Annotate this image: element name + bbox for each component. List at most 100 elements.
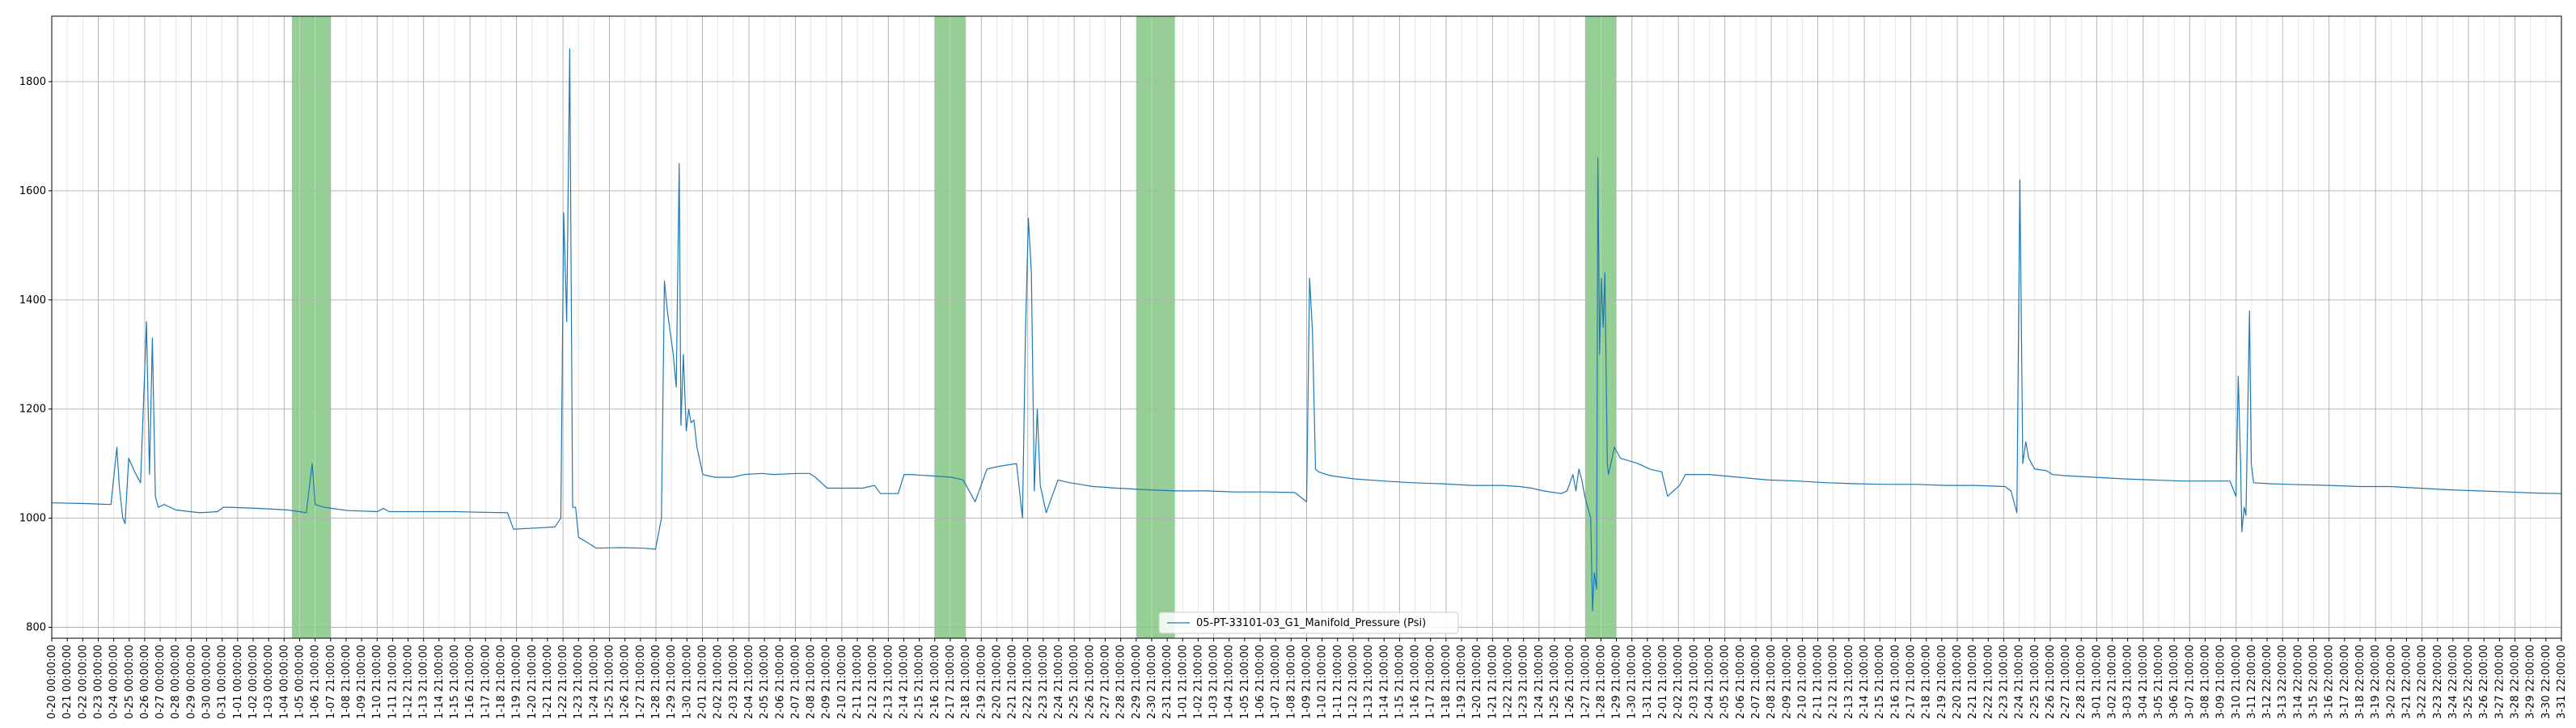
x-tick-label: 1-19 21:00:00: [511, 645, 523, 719]
x-tick-label: 3-22 22:00:00: [2417, 645, 2429, 719]
x-tick-label: 1-14 21:00:00: [434, 645, 446, 719]
x-tick-label: 0-26 00:00:00: [139, 645, 151, 719]
x-tick-label: 1-28 21:00:00: [650, 645, 662, 719]
x-tick-label: 3-03 21:00:00: [2122, 645, 2134, 719]
x-tick-label: 1-10 21:00:00: [371, 645, 383, 719]
x-tick-label: 2-07 21:00:00: [1750, 645, 1762, 719]
x-tick-label: 3-13 22:00:00: [2277, 645, 2289, 719]
x-tick-label: 1-03 00:00:00: [263, 645, 275, 719]
x-tick-label: 1-25 21:00:00: [604, 645, 616, 719]
x-tick-label: 2-12 21:00:00: [1828, 645, 1840, 719]
x-tick-label: 2-26 21:00:00: [2045, 645, 2057, 719]
x-tick-label: 2-09 21:00:00: [1781, 645, 1793, 719]
x-tick-label: 1-11 21:00:00: [1332, 645, 1344, 719]
x-tick-label: 1-03 21:00:00: [1208, 645, 1220, 719]
x-tick-label: 1-20 21:00:00: [1471, 645, 1483, 719]
x-tick-label: 2-09 21:00:00: [821, 645, 833, 719]
x-tick-label: 3-16 22:00:00: [2324, 645, 2336, 719]
x-tick-label: 2-14 21:00:00: [898, 645, 910, 719]
x-tick-label: 3-11 22:00:00: [2246, 645, 2258, 719]
legend-label: 05-PT-33101-03_G1_Manifold_Pressure (Psi…: [1196, 617, 1426, 629]
x-tick-label: 3-25 22:00:00: [2463, 645, 2475, 719]
x-tick-label: 0-22 00:00:00: [77, 645, 89, 719]
x-tick-label: 2-06 21:00:00: [774, 645, 786, 719]
x-tick-label: 1-30 21:00:00: [1626, 645, 1639, 719]
x-tick-label: 1-08 21:00:00: [1285, 645, 1297, 719]
x-tick-label: 2-05 21:00:00: [759, 645, 771, 719]
y-tick-label: 800: [26, 622, 46, 634]
x-tick-label: 1-29 21:00:00: [666, 645, 678, 719]
x-tick-label: 2-18 21:00:00: [1921, 645, 1933, 719]
x-tick-label: 1-14 21:00:00: [1378, 645, 1390, 719]
y-tick-label: 1800: [19, 76, 46, 88]
x-tick-label: 0-23 00:00:00: [92, 645, 104, 719]
x-tick-label: 2-08 21:00:00: [806, 645, 818, 719]
x-tick-label: 1-18 21:00:00: [495, 645, 507, 719]
x-tick-label: 0-25 00:00:00: [124, 645, 136, 719]
x-tick-label: 2-17 21:00:00: [945, 645, 957, 719]
x-tick-label: 0-24 00:00:00: [108, 645, 121, 719]
shaded-span: [291, 16, 331, 638]
x-tick-label: 1-16 21:00:00: [464, 645, 476, 719]
x-tick-label: 1-11 21:00:00: [387, 645, 399, 719]
x-tick-label: 2-31 21:00:00: [1161, 645, 1174, 719]
x-tick-label: 3-27 22:00:00: [2494, 645, 2506, 719]
y-tick-label: 1400: [19, 294, 46, 307]
x-tick-label: 3-12 22:00:00: [2261, 645, 2274, 719]
x-tick-label: 1-19 21:00:00: [1456, 645, 1468, 719]
x-tick-label: 1-09 21:00:00: [356, 645, 368, 719]
x-tick-label: 2-28 21:00:00: [2075, 645, 2087, 719]
series-line: [51, 48, 2562, 612]
x-tick-label: 1-13 21:00:00: [418, 645, 430, 719]
x-tick-label: 3-07 21:00:00: [2184, 645, 2196, 719]
x-tick-label: 3-10 21:00:00: [2231, 645, 2243, 719]
x-tick-label: 2-11 21:00:00: [852, 645, 864, 719]
x-tick-label: 2-04 21:00:00: [743, 645, 755, 719]
x-tick-label: 2-19 21:00:00: [1936, 645, 1948, 719]
x-tick-label: 2-27 21:00:00: [2060, 645, 2072, 719]
x-tick-label: 2-15 21:00:00: [1874, 645, 1886, 719]
y-tick-label: 1200: [19, 404, 46, 416]
x-tick-label: 2-11 21:00:00: [1813, 645, 1825, 719]
x-tick-label: 1-23 21:00:00: [573, 645, 585, 719]
x-tick-label: 2-24 21:00:00: [1053, 645, 1065, 719]
x-tick-label: 3-18 22:00:00: [2354, 645, 2367, 719]
x-tick-label: 2-05 21:00:00: [1719, 645, 1732, 719]
x-tick-label: 3-24 22:00:00: [2447, 645, 2460, 719]
legend: 05-PT-33101-03_G1_Manifold_Pressure (Psi…: [1158, 612, 1459, 634]
x-tick-label: 1-23 21:00:00: [1518, 645, 1530, 719]
x-tick-label: 1-21 21:00:00: [542, 645, 554, 719]
x-tick-label: 3-14 22:00:00: [2292, 645, 2304, 719]
x-tick-label: 2-03 21:00:00: [728, 645, 740, 719]
x-tick-label: 1-04 21:00:00: [1224, 645, 1236, 719]
x-tick-label: 1-06 21:00:00: [310, 645, 322, 719]
x-tick-label: 2-25 21:00:00: [1068, 645, 1081, 719]
x-tick-label: 1-08 21:00:00: [341, 645, 353, 719]
x-tick-label: 1-02 00:00:00: [247, 645, 260, 719]
x-tick-label: 0-20 00:00:00: [46, 645, 58, 719]
x-tick-label: 2-17 21:00:00: [1906, 645, 1918, 719]
x-tick-label: 2-10 21:00:00: [1796, 645, 1808, 719]
x-tick-label: 1-16 21:00:00: [1410, 645, 1422, 719]
x-tick-label: 2-06 21:00:00: [1735, 645, 1747, 719]
x-tick-label: 1-09 21:00:00: [1301, 645, 1313, 719]
x-tick-label: 3-15 22:00:00: [2308, 645, 2320, 719]
x-tick-label: 3-29 22:00:00: [2525, 645, 2537, 719]
x-tick-label: 2-10 21:00:00: [836, 645, 848, 719]
x-tick-label: 2-16 21:00:00: [929, 645, 941, 719]
x-tick-label: 2-04 21:00:00: [1704, 645, 1716, 719]
x-tick-label: 1-27 21:00:00: [1580, 645, 1592, 719]
x-tick-label: 1-13 21:00:00: [1363, 645, 1375, 719]
x-tick-label: 3-17 22:00:00: [2339, 645, 2351, 719]
x-tick-label: 1-20 21:00:00: [527, 645, 539, 719]
y-tick-label: 1000: [19, 513, 46, 525]
x-tick-label: 2-01 21:00:00: [1657, 645, 1669, 719]
x-tick-label: 2-24 21:00:00: [2014, 645, 2026, 719]
x-tick-label: 2-12 21:00:00: [867, 645, 879, 719]
x-tick-label: 0-27 00:00:00: [154, 645, 167, 719]
x-tick-label: 2-02 21:00:00: [1673, 645, 1685, 719]
x-tick-label: 1-22 21:00:00: [557, 645, 569, 719]
x-tick-label: 1-10 21:00:00: [1317, 645, 1329, 719]
